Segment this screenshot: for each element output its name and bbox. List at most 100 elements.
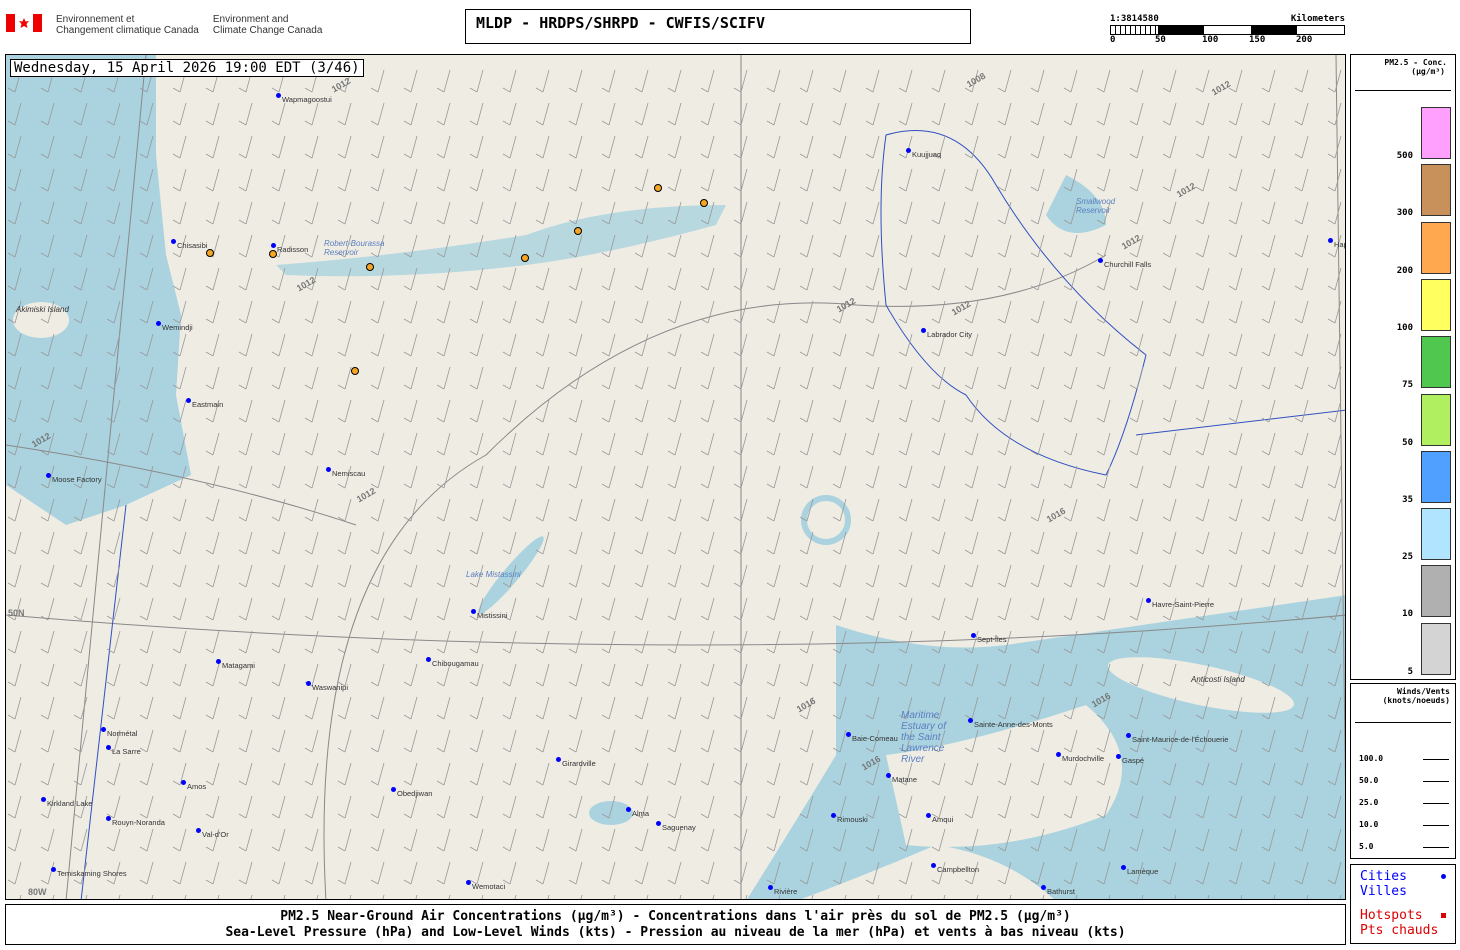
wind-barb [740,828,748,852]
city-label[interactable]: Amos [181,780,206,791]
wind-barb [1235,102,1243,126]
hotspot-marker[interactable] [574,227,582,235]
wind-barb [971,102,979,126]
wind-barb [1174,894,1177,899]
wind-barb [1004,729,1012,753]
city-label[interactable]: Havre-Saint-Pierre [1146,598,1214,609]
city-label[interactable]: Nemiscau [326,467,365,478]
city-label[interactable]: Kuujjuaq [906,148,941,159]
wind-barb [146,795,154,819]
dept-name-fr: Environnement et Changement climatique C… [56,14,199,36]
city-label[interactable]: Mistissini [471,609,507,620]
city-label[interactable]: Wapmagoostui [276,93,332,104]
wind-barb [674,663,682,687]
hotspot-marker[interactable] [269,250,277,258]
hotspot-marker[interactable] [700,199,708,207]
city-label[interactable]: Obedjiwan [391,787,432,798]
wind-barb [1070,267,1078,291]
wind-barb [1235,828,1243,852]
hotspots-label-fr: Pts chauds [1360,923,1439,938]
wind-barb [1004,69,1012,93]
wind-barb [707,201,715,225]
city-label[interactable]: Rouyn-Noranda [106,816,165,827]
hotspot-marker[interactable] [654,184,662,192]
wind-barb [542,201,550,225]
wind-barb [806,531,814,555]
city-label[interactable]: Sept-Îles [971,633,1007,644]
wind-barb [806,432,814,456]
city-label[interactable]: Chisasibi [171,239,207,250]
cities-label-fr: Villes [1360,884,1407,899]
wind-barb [311,861,319,885]
city-label[interactable]: Rimouski [831,813,868,824]
city-label[interactable]: Saguenay [656,821,696,832]
city-label[interactable]: Girardville [556,757,596,768]
wind-barb [542,531,550,555]
wind-barb [674,828,682,852]
wind-barb [113,531,121,555]
city-label[interactable]: Bathurst [1041,885,1075,896]
wind-barb [1268,300,1276,324]
city-label[interactable]: Matagami [216,659,255,670]
city-label[interactable]: La Sarre [106,745,141,756]
wind-barb [905,333,913,357]
wind-barb [481,894,484,899]
city-label[interactable]: Amqui [926,813,953,824]
city-label[interactable]: Churchill Falls [1098,258,1151,269]
hotspot-marker[interactable] [206,249,214,257]
city-label[interactable]: Waswanipi [306,681,348,692]
city-label[interactable]: Val-d'Or [196,828,229,839]
city-label[interactable]: Gaspé [1116,754,1144,765]
wind-barb [1334,300,1342,324]
map-canvas[interactable]: Wednesday, 15 April 2026 19:00 EDT (3/46… [5,54,1346,900]
city-label[interactable]: Rivière [768,885,797,896]
wind-barb [806,366,814,390]
city-label[interactable]: Lamèque [1121,865,1158,876]
wind-barb [245,498,253,522]
hotspot-marker[interactable] [351,367,359,375]
wind-barb [1136,531,1144,555]
wind-barb [872,564,880,588]
wind-barb [509,861,517,885]
wind-barb [608,333,616,357]
wind-barb [118,894,121,899]
city-label[interactable]: Wemotaci [466,880,505,891]
city-label[interactable]: Sainte-Anne-des-Monts [968,718,1053,729]
city-label[interactable]: Murdochville [1056,752,1104,763]
city-label[interactable]: Wemindji [156,321,193,332]
city-label[interactable]: Temiskaming Shores [51,867,127,878]
wind-barb [184,894,187,899]
city-label[interactable]: Baie-Comeau [846,732,898,743]
city-label[interactable]: Moose Factory [46,473,102,484]
wind-barb [905,267,913,291]
wind-barb [1108,894,1111,899]
city-label[interactable]: Radisson [271,243,308,254]
city-label[interactable]: Normétal [101,727,137,738]
wind-barb [971,135,979,159]
wind-barb [80,135,88,159]
city-label[interactable]: Matane [886,773,917,784]
wind-barb [839,300,847,324]
hotspot-marker[interactable] [366,263,374,271]
city-label[interactable]: Kirkland Lake [41,797,92,808]
city-label[interactable]: Chibougamau [426,657,479,668]
city-label[interactable]: Alma [626,807,649,818]
city-label[interactable]: Labrador City [921,328,972,339]
wind-barb [1268,366,1276,390]
city-label[interactable]: Campbellton [931,863,979,874]
city-label[interactable]: Saint-Maurice-de-l'Échouerie [1126,733,1228,744]
wind-barb [1070,366,1078,390]
wind-barb [179,795,187,819]
wind-barb [47,795,55,819]
hotspot-marker[interactable] [521,254,529,262]
wind-barb [443,168,451,192]
wind-barb [745,894,748,899]
city-label[interactable]: Eastmain [186,398,223,409]
wind-barb [707,729,715,753]
wind-barb-icon [1423,847,1449,848]
city-label[interactable]: Happy Valley-Goose Bay [1328,238,1345,249]
wind-barb [14,795,22,819]
wind-barb [1306,894,1309,899]
wind-barb [575,729,583,753]
wind-barb [1103,861,1111,885]
